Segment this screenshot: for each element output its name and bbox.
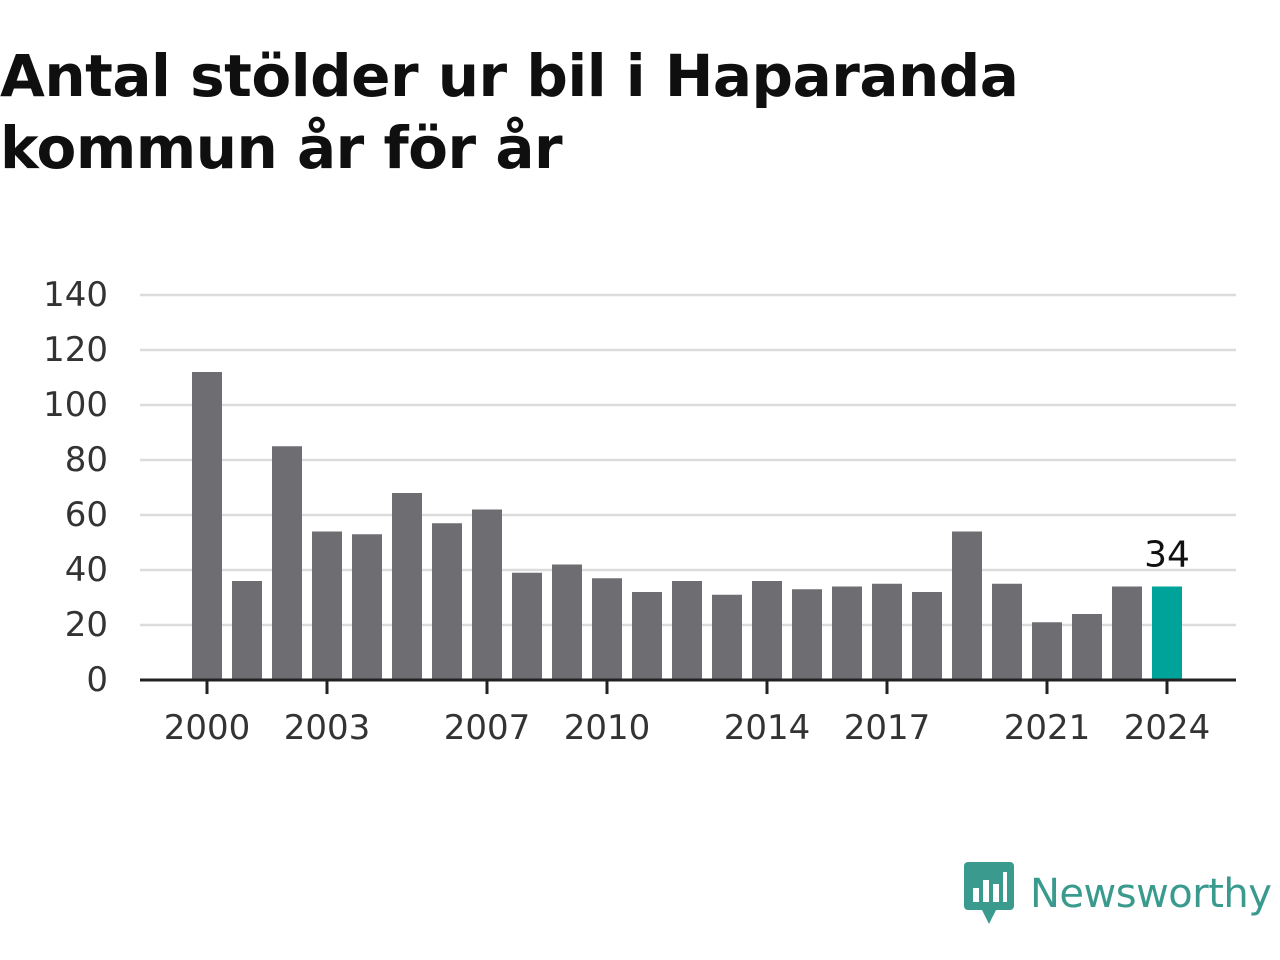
bars <box>192 372 1182 680</box>
bar <box>352 534 382 680</box>
bar <box>592 578 622 680</box>
brand-logo: Newsworthy <box>964 862 1272 926</box>
x-tick-label: 2003 <box>284 708 371 748</box>
bar <box>912 592 942 680</box>
grid-lines <box>140 293 1236 627</box>
bar <box>672 581 702 680</box>
bar <box>752 581 782 680</box>
bar <box>1112 586 1142 680</box>
bar <box>712 594 742 680</box>
highlight-value-label: 34 <box>1144 535 1190 576</box>
x-axis <box>140 678 1236 694</box>
bar <box>192 372 222 680</box>
bar <box>472 509 502 680</box>
bar <box>312 531 342 680</box>
y-tick-label: 140 <box>43 275 108 315</box>
x-axis-tick-labels: 2000 2003 2007 2010 2014 2017 2021 2024 <box>164 708 1211 748</box>
bar <box>792 589 822 680</box>
x-tick-label: 2021 <box>1004 708 1091 748</box>
chart-title: Antal stölder ur bil i Haparanda kommun … <box>0 42 1019 182</box>
bar <box>1072 614 1102 680</box>
bar <box>872 583 902 680</box>
newsworthy-logo-icon <box>964 862 1014 924</box>
y-tick-label: 120 <box>43 330 108 370</box>
bar-highlight <box>1152 586 1182 680</box>
bar <box>552 564 582 680</box>
y-tick-label: 0 <box>86 660 108 700</box>
y-tick-label: 60 <box>65 495 108 535</box>
bar <box>992 583 1022 680</box>
x-tick-label: 2007 <box>444 708 531 748</box>
annotations: 34 <box>1144 535 1190 576</box>
bar <box>632 592 662 680</box>
y-tick-label: 80 <box>65 440 108 480</box>
y-tick-label: 20 <box>65 605 108 645</box>
brand-name: Newsworthy <box>1030 871 1272 917</box>
y-axis-tick-labels: 0 20 40 60 80 100 120 140 <box>43 275 108 700</box>
bar <box>392 493 422 680</box>
y-tick-label: 100 <box>43 385 108 425</box>
bar <box>232 581 262 680</box>
x-tick-label: 2000 <box>164 708 251 748</box>
bar <box>432 523 462 680</box>
bar <box>952 531 982 680</box>
x-tick-label: 2024 <box>1124 708 1211 748</box>
bar <box>512 572 542 680</box>
x-tick-label: 2014 <box>724 708 811 748</box>
y-tick-label: 40 <box>65 550 108 590</box>
bar <box>272 446 302 680</box>
x-tick-label: 2017 <box>844 708 931 748</box>
bar <box>1032 622 1062 680</box>
bar <box>832 586 862 680</box>
x-tick-label: 2010 <box>564 708 651 748</box>
